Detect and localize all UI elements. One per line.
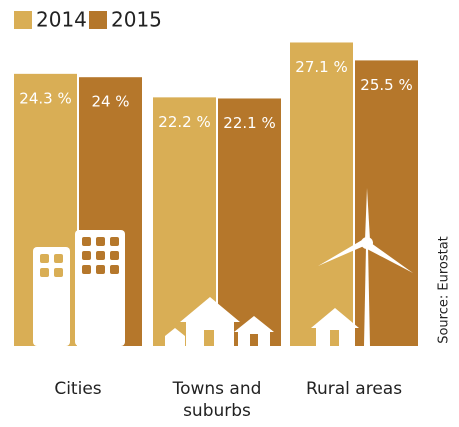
- house-icon: [311, 308, 359, 346]
- turbine-blade: [367, 243, 413, 273]
- value-label: 24 %: [91, 93, 129, 111]
- x-tick-label: Towns and suburbs: [172, 379, 262, 421]
- bars: 24.3 % 22.2 % 27.1 % 24 % 22.1 % 25.5 %: [14, 42, 418, 347]
- legend-swatch: [89, 11, 107, 29]
- turbine-hub: [361, 237, 373, 249]
- legend: 2014 2015: [14, 8, 162, 32]
- house-icon: [165, 328, 185, 346]
- bar: [355, 60, 418, 347]
- house-icon: [180, 297, 240, 346]
- x-tick-label: Cities: [54, 379, 102, 399]
- bar: [218, 98, 281, 346]
- turbine-blade: [365, 188, 370, 240]
- source-note: Source: Eurostat: [437, 236, 452, 344]
- value-label: 22.2 %: [158, 113, 210, 131]
- windows: [40, 254, 63, 277]
- value-label: 25.5 %: [360, 76, 412, 94]
- turbine-blade: [318, 240, 364, 266]
- x-tick-label: Rural areas: [305, 379, 403, 399]
- building-icon: [33, 247, 70, 346]
- legend-label: 2015: [111, 8, 162, 32]
- value-label: 27.1 %: [295, 58, 347, 76]
- windows: [82, 237, 119, 274]
- bar: [290, 42, 353, 346]
- value-label: 22.1 %: [223, 114, 275, 132]
- turbine-icon: [364, 246, 370, 346]
- icons: [33, 188, 413, 346]
- building-icon: [75, 230, 125, 346]
- legend-swatch: [14, 11, 32, 29]
- value-label: 24.3 %: [19, 89, 71, 107]
- house-icon: [234, 316, 274, 346]
- legend-label: 2014: [36, 8, 87, 32]
